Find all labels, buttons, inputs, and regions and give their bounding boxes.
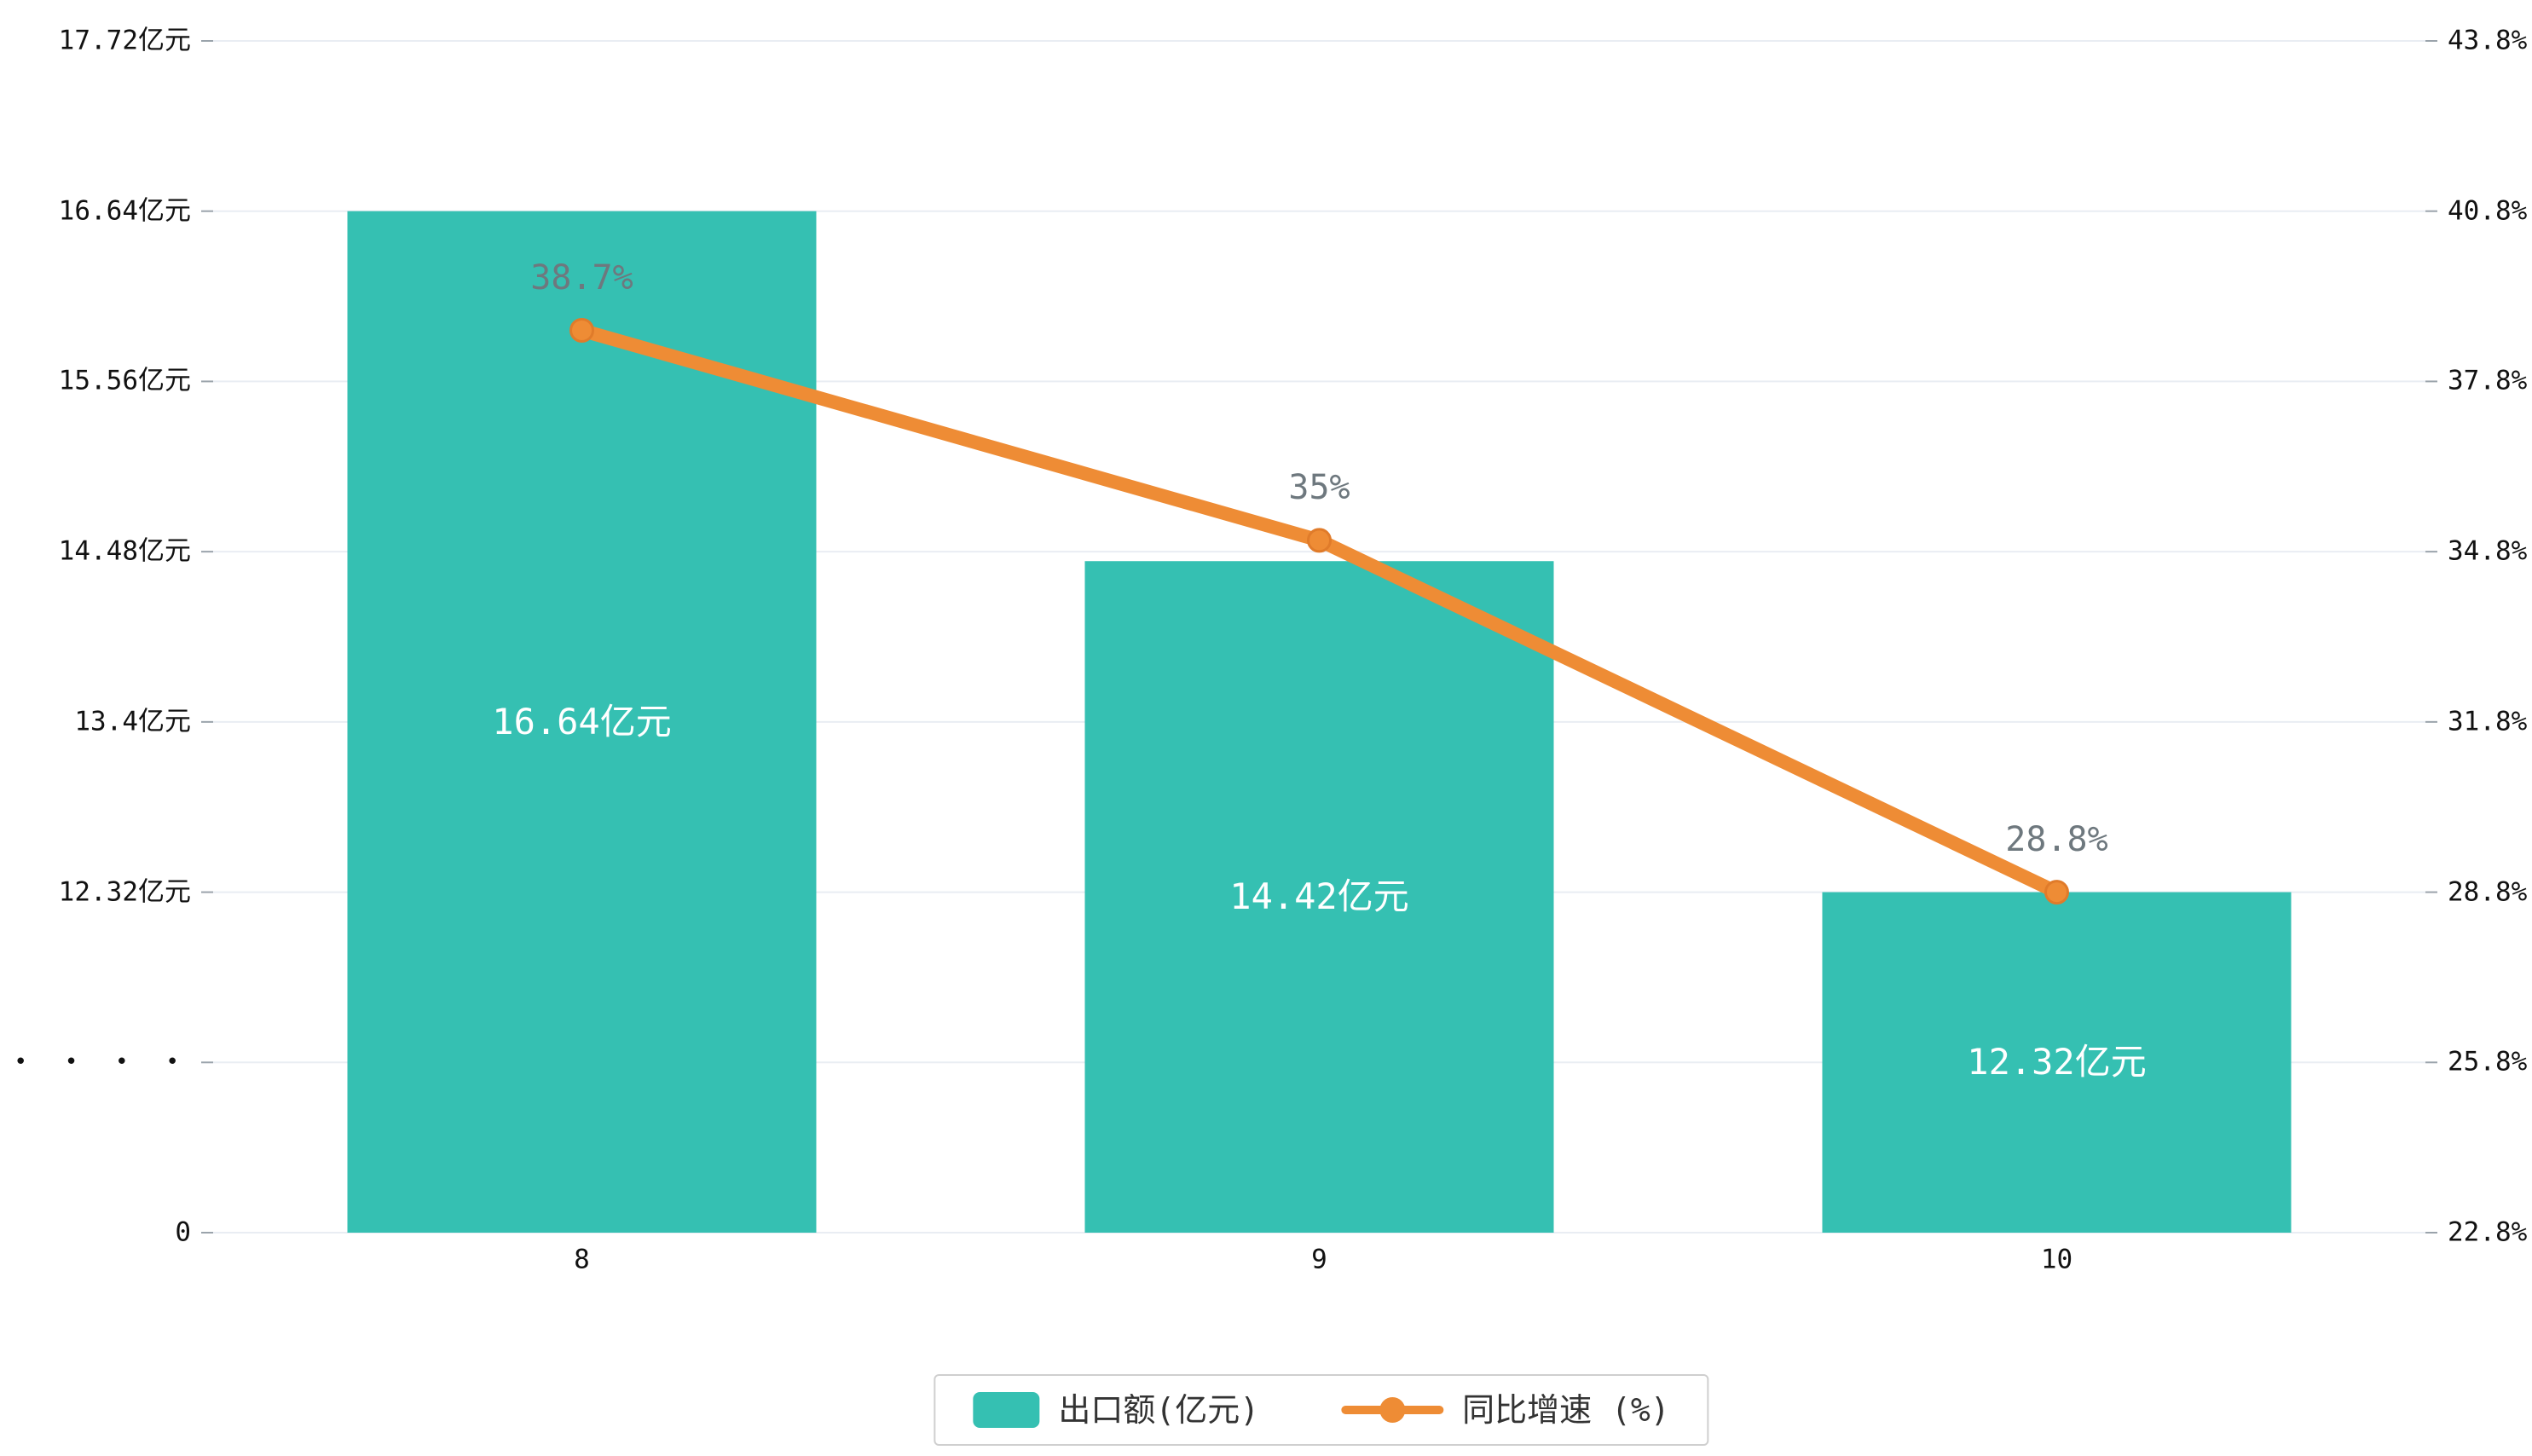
- y-axis-right-tick: 28.8%: [2448, 876, 2528, 908]
- line-value-label: 28.8%: [2005, 819, 2108, 859]
- y-axis-left-tick: 14.48亿元: [58, 535, 191, 567]
- bar-month-10[interactable]: [1822, 892, 2292, 1233]
- x-axis-label: 9: [1311, 1244, 1327, 1275]
- line-point-month-9[interactable]: [1307, 528, 1332, 553]
- y-axis-left-tick: 12.32亿元: [58, 876, 191, 908]
- legend-label-growth: 同比增速 (%): [1462, 1391, 1670, 1429]
- line-value-label: 38.7%: [530, 257, 633, 298]
- y-axis-right-tick: 22.8%: [2448, 1216, 2528, 1248]
- y-axis-right-tick: 37.8%: [2448, 365, 2528, 396]
- line-point-month-10[interactable]: [2044, 880, 2069, 905]
- y-axis-left-tick: 13.4亿元: [74, 706, 191, 737]
- y-axis-left-tick: • • • •: [14, 1049, 191, 1076]
- y-axis-left-tick: 15.56亿元: [58, 365, 191, 396]
- bar-value-label: 16.64亿元: [492, 700, 672, 742]
- line-series-swatch-icon: [1341, 1397, 1444, 1423]
- legend-item-growth[interactable]: 同比增速 (%): [1341, 1394, 1670, 1426]
- y-axis-left-tick: 17.72亿元: [58, 25, 191, 56]
- y-axis-right-tick: 43.8%: [2448, 25, 2528, 56]
- y-axis-left-tick: 16.64亿元: [58, 195, 191, 227]
- line-value-label: 35%: [1288, 467, 1350, 507]
- legend-item-export[interactable]: 出口额(亿元): [973, 1392, 1259, 1428]
- x-axis-label: 8: [574, 1244, 590, 1275]
- y-axis-right-tick: 40.8%: [2448, 195, 2528, 227]
- y-axis-right-tick: 31.8%: [2448, 706, 2528, 737]
- legend: 出口额(亿元) 同比增速 (%): [934, 1374, 1709, 1446]
- bar-series-swatch-icon: [973, 1392, 1040, 1428]
- line-series-dot-icon: [1379, 1397, 1406, 1423]
- bar-value-label: 12.32亿元: [1967, 1041, 2147, 1083]
- line-point-month-8[interactable]: [569, 318, 594, 344]
- bar-value-label: 14.42亿元: [1229, 875, 1409, 918]
- legend-label-export: 出口额(亿元): [1058, 1391, 1260, 1429]
- y-axis-left-tick: 0: [175, 1216, 191, 1248]
- bar-month-9[interactable]: [1084, 561, 1554, 1233]
- y-axis-right-tick: 34.8%: [2448, 535, 2528, 567]
- x-axis-label: 10: [2040, 1244, 2073, 1275]
- y-axis-right-tick: 25.8%: [2448, 1046, 2528, 1078]
